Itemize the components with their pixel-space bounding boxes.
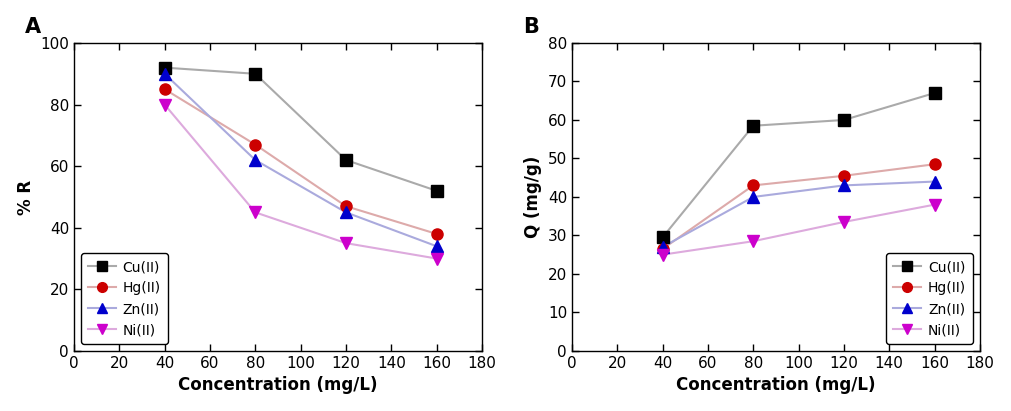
Legend: Cu(II), Hg(II), Zn(II), Ni(II): Cu(II), Hg(II), Zn(II), Ni(II)	[81, 253, 168, 344]
Text: B: B	[523, 17, 539, 37]
Legend: Cu(II), Hg(II), Zn(II), Ni(II): Cu(II), Hg(II), Zn(II), Ni(II)	[887, 253, 973, 344]
Y-axis label: Q (mg/g): Q (mg/g)	[524, 156, 542, 238]
X-axis label: Concentration (mg/L): Concentration (mg/L)	[676, 376, 876, 394]
Y-axis label: % R: % R	[16, 179, 34, 215]
Text: A: A	[25, 17, 41, 37]
X-axis label: Concentration (mg/L): Concentration (mg/L)	[178, 376, 378, 394]
